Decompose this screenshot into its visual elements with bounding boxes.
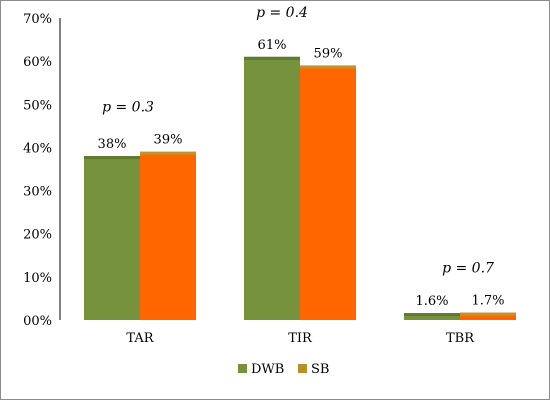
y-tick-label: 20% xyxy=(23,228,52,243)
y-tick-label: 70% xyxy=(23,12,52,27)
p-value-annotation: p = 0.7 xyxy=(442,261,494,277)
data-label: 1.6% xyxy=(415,294,448,309)
bar-cap xyxy=(300,65,356,69)
category-label: TIR xyxy=(288,331,313,346)
bar-sb-tir xyxy=(300,65,356,320)
legend-label-dwb: DWB xyxy=(251,362,284,377)
bar-cap xyxy=(244,56,300,60)
y-tick-label: 50% xyxy=(23,98,52,113)
data-label: 59% xyxy=(314,46,343,61)
bar-dwb-tbr xyxy=(404,313,460,320)
y-tick-label: 00% xyxy=(23,314,52,329)
data-label: 39% xyxy=(154,133,183,148)
legend-swatch-sb xyxy=(298,364,307,373)
bar-cap xyxy=(460,312,516,316)
p-value-annotation: p = 0.4 xyxy=(256,5,308,21)
bar-dwb-tar xyxy=(84,156,140,320)
p-value-annotation: p = 0.3 xyxy=(102,100,154,116)
bar-sb-tar xyxy=(140,151,196,320)
y-tick-label: 40% xyxy=(23,141,52,156)
bar-dwb-tir xyxy=(244,56,300,320)
bar-cap xyxy=(140,151,196,155)
bar-sb-tbr xyxy=(460,312,516,320)
legend-label-sb: SB xyxy=(311,362,329,377)
legend-swatch-dwb xyxy=(238,364,247,373)
y-tick-label: 10% xyxy=(23,271,52,286)
data-label: 61% xyxy=(258,38,287,53)
data-label: 38% xyxy=(98,137,127,152)
data-label: 1.7% xyxy=(471,294,504,309)
bar-cap xyxy=(84,156,140,160)
y-tick-label: 60% xyxy=(23,55,52,70)
category-label: TAR xyxy=(126,331,154,346)
category-label: TBR xyxy=(446,331,475,346)
y-tick-label: 30% xyxy=(23,185,52,200)
bar-cap xyxy=(404,313,460,317)
